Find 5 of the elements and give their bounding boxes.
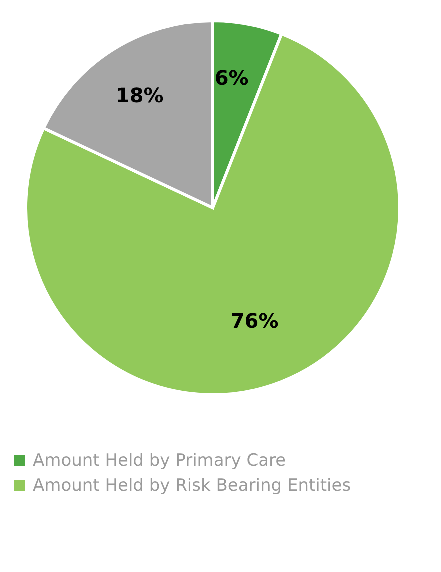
legend-label: Amount Held by Primary Care xyxy=(33,450,286,470)
data-label: 76% xyxy=(230,309,279,334)
legend-label: Amount Held by Risk Bearing Entities xyxy=(33,476,352,496)
data-label: 6% xyxy=(214,66,249,90)
data-label: 18% xyxy=(116,84,164,108)
